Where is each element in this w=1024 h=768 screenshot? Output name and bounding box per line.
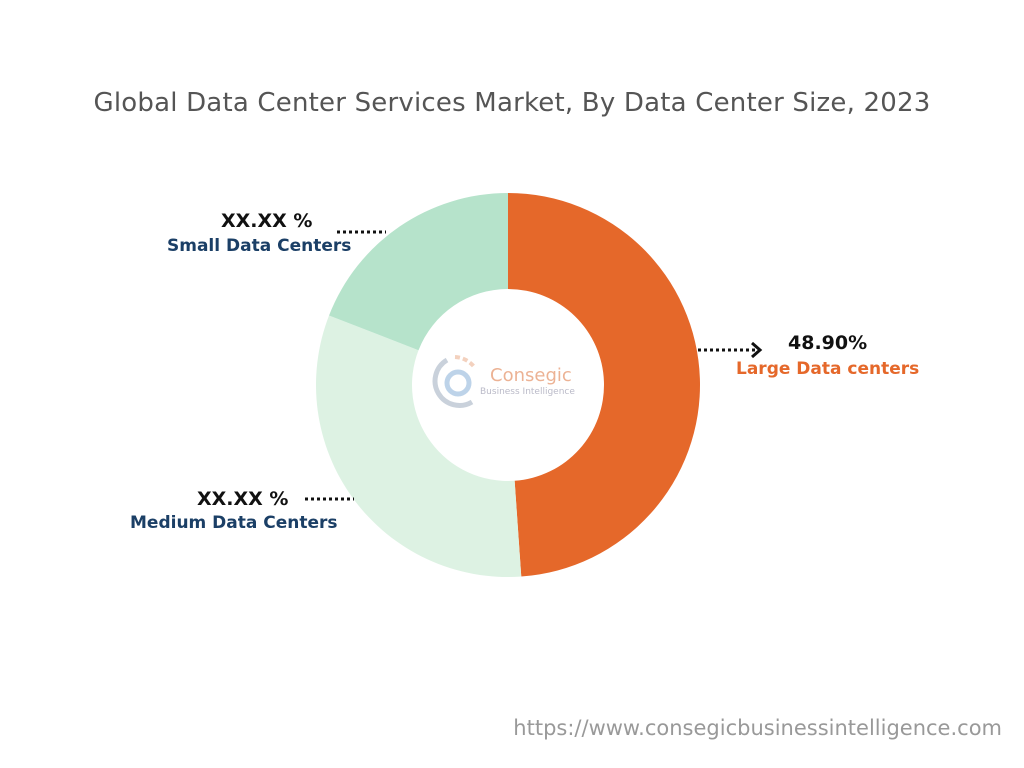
logo [432,355,477,408]
medium-name-label: Medium Data Centers [130,513,338,533]
source-url: https://www.consegicbusinessintelligence… [513,716,1002,740]
logo-name: Consegic [490,365,572,386]
logo-tagline: Business Intelligence [480,387,575,397]
large-name-label: Large Data centers [736,359,920,379]
small-pct-label: XX.XX % [221,210,313,232]
slice-small-data-centers [329,193,508,351]
medium-pct-label: XX.XX % [197,488,289,510]
slice-medium-data-centers [315,315,522,577]
chart-title: Global Data Center Services Market, By D… [93,88,931,118]
large-pct-label: 48.90% [788,332,868,354]
slice-large-data-centers [508,193,701,577]
arrow-head-icon [751,341,763,359]
small-name-label: Small Data Centers [167,236,352,256]
